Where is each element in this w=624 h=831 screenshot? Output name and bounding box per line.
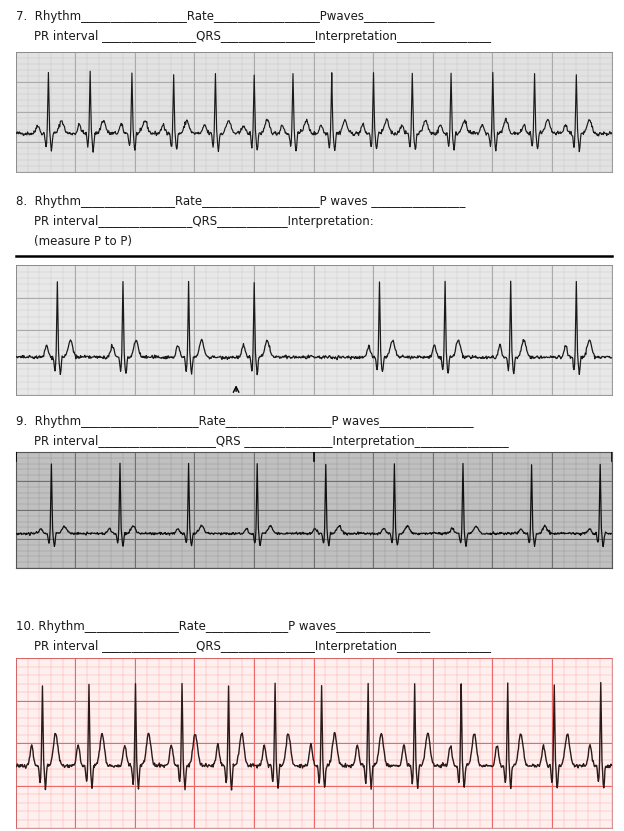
- Text: (measure P to P): (measure P to P): [34, 235, 132, 248]
- Text: 7.  Rhythm__________________Rate__________________Pwaves____________: 7. Rhythm__________________Rate_________…: [16, 10, 434, 23]
- Text: PR interval ________________QRS________________Interpretation________________: PR interval ________________QRS_________…: [34, 30, 491, 43]
- Text: PR interval ________________QRS________________Interpretation________________: PR interval ________________QRS_________…: [34, 640, 491, 653]
- Text: 8.  Rhythm________________Rate____________________P waves ________________: 8. Rhythm________________Rate___________…: [16, 195, 465, 208]
- Text: PR interval________________QRS____________Interpretation:: PR interval________________QRS__________…: [34, 215, 374, 228]
- Text: 10. Rhythm________________Rate______________P waves________________: 10. Rhythm________________Rate__________…: [16, 620, 430, 633]
- Text: PR interval____________________QRS _______________Interpretation________________: PR interval____________________QRS _____…: [34, 435, 509, 448]
- Text: 9.  Rhythm____________________Rate__________________P waves________________: 9. Rhythm____________________Rate_______…: [16, 415, 473, 428]
